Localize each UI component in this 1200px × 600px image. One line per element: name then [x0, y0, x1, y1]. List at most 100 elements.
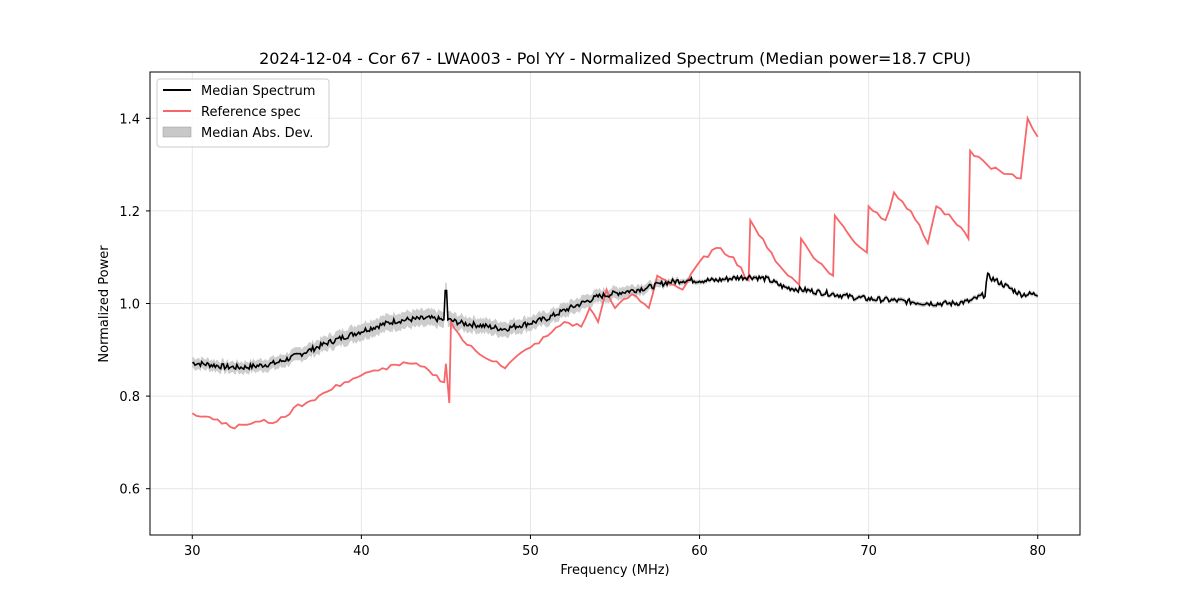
reference-point [631, 294, 632, 295]
reference-point [817, 261, 818, 262]
median-point [665, 282, 666, 283]
reference-point [192, 413, 193, 414]
median-point [817, 291, 818, 292]
reference-point [226, 423, 227, 424]
median-point [276, 362, 277, 363]
median-point [851, 297, 852, 298]
reference-point [581, 326, 582, 327]
reference-point [902, 201, 903, 202]
median-point [767, 279, 768, 280]
y-axis: 0.6 0.8 1.0 1.2 1.4 [119, 112, 150, 498]
x-axis-label: Frequency (MHz) [560, 563, 669, 578]
median-point [682, 280, 683, 281]
reference-point [378, 370, 379, 371]
reference-point [505, 368, 506, 369]
median-point [615, 293, 616, 294]
reference-point [968, 238, 969, 239]
median-point [936, 303, 937, 304]
reference-point [953, 220, 954, 221]
legend-label-mad: Median Abs. Dev. [201, 126, 313, 141]
y-tick-label: 0.8 [119, 390, 140, 405]
reference-point [429, 370, 430, 371]
median-point [496, 328, 497, 329]
reference-point [615, 308, 616, 309]
y-axis-label: Normalized Power [97, 245, 112, 363]
median-point [378, 325, 379, 326]
median-point [1003, 285, 1004, 286]
reference-point [344, 382, 345, 383]
reference-point [970, 150, 971, 151]
median-point [226, 366, 227, 367]
reference-point [547, 335, 548, 336]
reference-point [445, 363, 446, 364]
reference-point [750, 220, 751, 221]
reference-point [733, 257, 734, 258]
median-point [412, 319, 413, 320]
reference-point [462, 340, 463, 341]
median-point [505, 329, 506, 330]
x-axis: 30 40 50 60 70 80 [184, 535, 1046, 559]
reference-point [919, 224, 920, 225]
median-point [801, 289, 802, 290]
median-point [344, 336, 345, 337]
median-point [648, 287, 649, 288]
median-point [868, 298, 869, 299]
plot-area [191, 115, 1039, 430]
x-tick-label: 40 [353, 544, 370, 559]
median-point [1020, 294, 1021, 295]
x-tick-label: 50 [522, 544, 539, 559]
median-point [716, 280, 717, 281]
median-point [919, 302, 920, 303]
reference-point [412, 363, 413, 364]
reference-point [868, 206, 869, 207]
reference-point [833, 275, 834, 276]
y-tick-label: 1.0 [119, 298, 140, 313]
median-point [547, 318, 548, 319]
reference-point [1037, 136, 1038, 137]
reference-point [767, 247, 768, 248]
reference-point [606, 289, 607, 290]
median-point [479, 325, 480, 326]
median-point [834, 294, 835, 295]
grid [150, 72, 1080, 535]
reference-point [665, 280, 666, 281]
legend-label-median: Median Spectrum [201, 84, 315, 99]
median-point [462, 323, 463, 324]
reference-point [716, 247, 717, 248]
reference-point [234, 428, 235, 429]
x-tick-label: 70 [860, 544, 877, 559]
reference-point [1027, 118, 1028, 119]
x-tick-label: 80 [1029, 544, 1046, 559]
reference-point [310, 400, 311, 401]
median-point [209, 364, 210, 365]
legend-label-reference: Reference spec [201, 105, 301, 120]
series-layer [191, 115, 1039, 430]
x-tick-label: 60 [691, 544, 708, 559]
reference-point [479, 354, 480, 355]
median-point [885, 299, 886, 300]
reference-point [784, 271, 785, 272]
median-point [243, 367, 244, 368]
median-point [953, 303, 954, 304]
reference-point [361, 375, 362, 376]
median-point [259, 365, 260, 366]
reference-point [799, 285, 800, 286]
median-point [444, 319, 445, 320]
legend-swatch-mad [162, 126, 192, 138]
reference-point [927, 243, 928, 244]
median-point [293, 356, 294, 357]
median-point [327, 342, 328, 343]
median-point [1037, 294, 1038, 295]
median-point [513, 326, 514, 327]
reference-point [444, 382, 445, 383]
reference-point [564, 322, 565, 323]
median-point [395, 321, 396, 322]
median-point [970, 301, 971, 302]
reference-point [276, 421, 277, 422]
reference-point [209, 416, 210, 417]
reference-point [699, 261, 700, 262]
reference-point [834, 215, 835, 216]
median-point [985, 294, 986, 295]
median-point [429, 318, 430, 319]
